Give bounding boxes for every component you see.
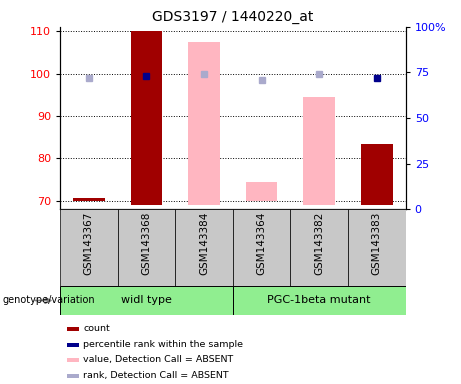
Text: genotype/variation: genotype/variation	[2, 295, 95, 306]
Text: PGC-1beta mutant: PGC-1beta mutant	[267, 295, 371, 306]
Bar	[67, 343, 79, 347]
Bar	[67, 374, 79, 378]
Text: GSM143384: GSM143384	[199, 212, 209, 275]
Bar	[233, 286, 406, 315]
Text: value, Detection Call = ABSENT: value, Detection Call = ABSENT	[83, 355, 234, 364]
Text: GSM143364: GSM143364	[257, 212, 266, 275]
Bar	[246, 182, 278, 201]
Text: percentile rank within the sample: percentile rank within the sample	[83, 340, 243, 349]
Bar	[233, 209, 290, 286]
Title: GDS3197 / 1440220_at: GDS3197 / 1440220_at	[152, 10, 313, 25]
Text: rank, Detection Call = ABSENT: rank, Detection Call = ABSENT	[83, 371, 229, 380]
Bar	[303, 97, 335, 205]
Text: widl type: widl type	[121, 295, 172, 306]
Text: count: count	[83, 324, 110, 333]
Bar	[60, 209, 118, 286]
Text: GSM143367: GSM143367	[84, 212, 94, 275]
Bar	[188, 42, 220, 205]
Bar	[67, 358, 79, 362]
Bar	[73, 198, 105, 201]
Bar	[348, 209, 406, 286]
Bar	[67, 327, 79, 331]
Text: GSM143368: GSM143368	[142, 212, 151, 275]
Bar	[175, 209, 233, 286]
Bar	[118, 209, 175, 286]
Bar	[60, 286, 233, 315]
Bar	[290, 209, 348, 286]
Bar	[130, 31, 162, 205]
Text: GSM143382: GSM143382	[314, 212, 324, 275]
Text: GSM143383: GSM143383	[372, 212, 382, 275]
Bar	[361, 144, 393, 205]
